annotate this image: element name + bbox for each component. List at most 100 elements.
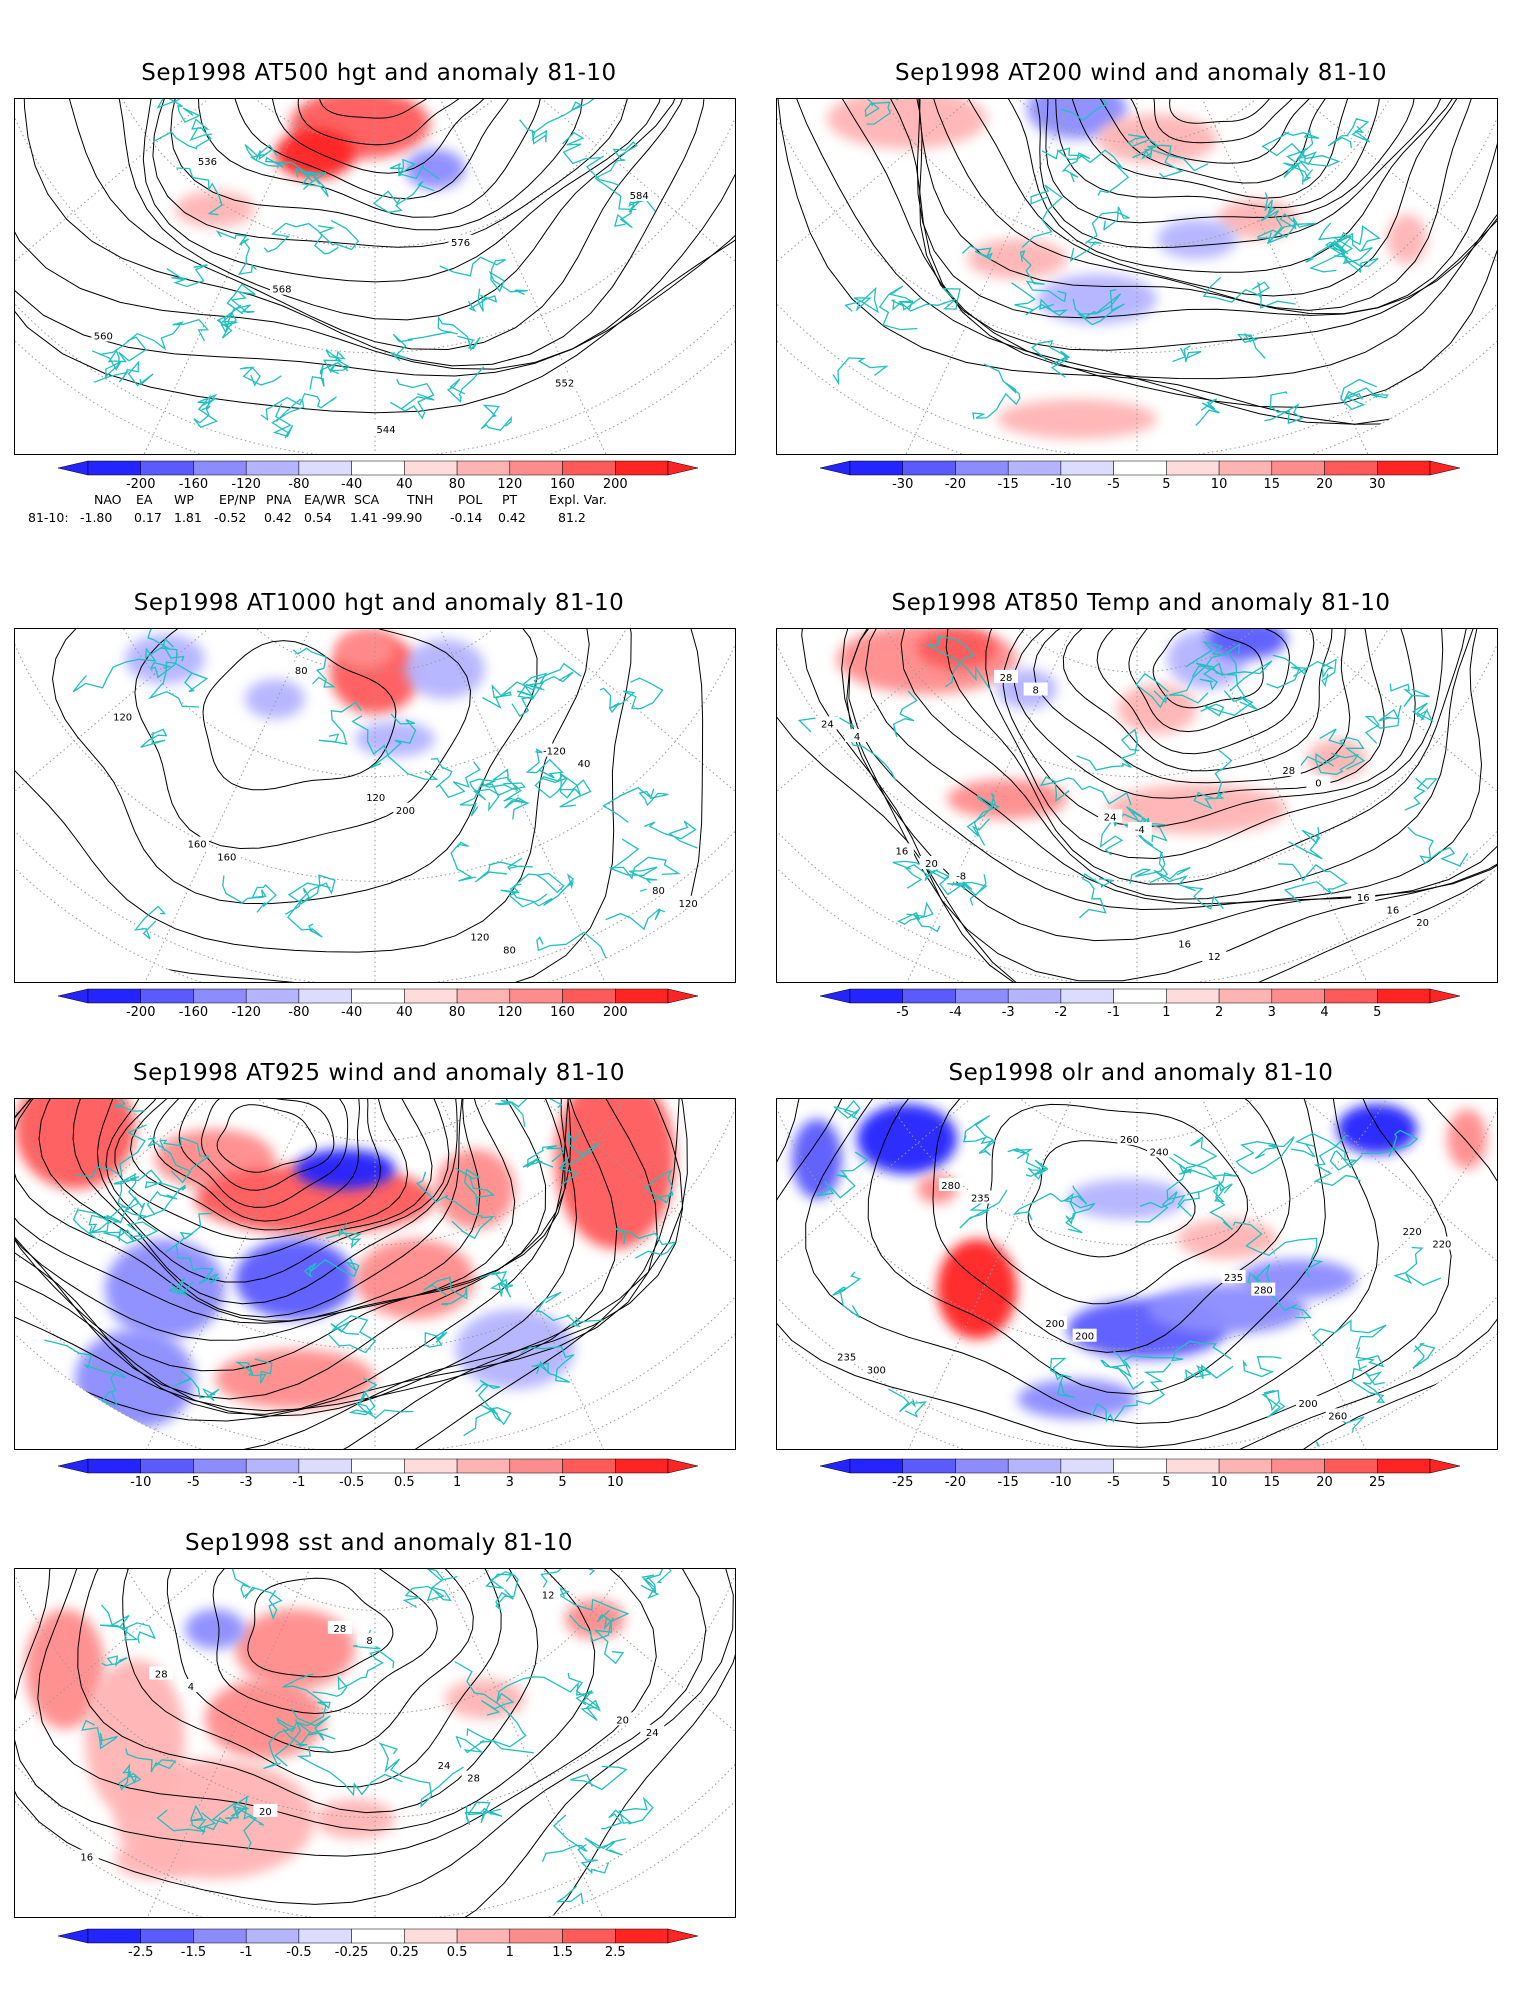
coastline [1313, 1134, 1361, 1187]
colorbar-swatch [1060, 988, 1114, 1004]
coastline [430, 758, 481, 799]
coastline [888, 1388, 928, 1418]
coastline [495, 1099, 563, 1127]
coastline [584, 1837, 627, 1856]
colorbar-arrow-left [57, 988, 89, 1004]
contour-line [15, 629, 632, 982]
contour-line [777, 1099, 1497, 1449]
contour-label: -120 [543, 747, 566, 758]
colorbar-swatch [509, 1928, 563, 1944]
coastline [534, 774, 582, 799]
colorbar-swatch [298, 1928, 352, 1944]
contour-line [15, 1099, 572, 1415]
colorbar-swatch [1271, 460, 1325, 476]
contour-line [15, 1099, 682, 1449]
coastline [1191, 662, 1224, 691]
anomaly-region [857, 1104, 957, 1174]
coastline [601, 1796, 654, 1830]
contour-line [226, 99, 519, 200]
contour-label: 28 [467, 1774, 480, 1785]
coastline [1257, 213, 1316, 245]
colorbar-tick-label: 10 [1210, 477, 1228, 492]
colorbar-swatch [87, 988, 141, 1004]
coastline [244, 1586, 283, 1620]
coastline [959, 1189, 1008, 1229]
coastline [372, 180, 435, 214]
anomaly-region [947, 779, 1067, 819]
colorbar-tick-label: -10 [1050, 477, 1072, 492]
coastline [322, 349, 351, 375]
coastline [113, 1169, 186, 1191]
coastline [239, 366, 282, 387]
colorbar-tick-label: -15 [997, 1475, 1019, 1490]
anomaly-region [105, 1239, 225, 1339]
coastline [351, 715, 439, 780]
coastline [517, 682, 545, 700]
contour-line [129, 1099, 381, 1231]
coastline [525, 748, 564, 779]
colorbar-tick-label: -200 [125, 1005, 156, 1020]
colorbar-tick-label: 40 [396, 477, 413, 492]
coastline [1283, 129, 1320, 185]
coastline [832, 1271, 862, 1319]
anomaly-region [405, 149, 465, 189]
colorbar-swatch [1007, 460, 1062, 476]
coastline [844, 286, 879, 314]
coastline [1200, 696, 1258, 717]
coastline [463, 1404, 512, 1437]
colorbar-tick-label: 0.25 [389, 1945, 419, 1960]
coastline [1193, 749, 1233, 810]
coastline [1078, 873, 1114, 919]
anomaly-region [937, 1239, 1017, 1339]
coastline [176, 1256, 220, 1285]
coastline [216, 304, 242, 339]
teleconnection-indices: NAO EA WP EP/NP PNA EA/WR SCA TNH POL PT Expl. Var… [14, 492, 734, 532]
contour-label: 24 [821, 719, 834, 730]
panel-at925-wind: Sep1998 AT925 wind and anomaly 81-10 -10-… [14, 1060, 744, 1500]
colorbar-swatch [298, 460, 352, 476]
colorbar-tick-label: 15 [1263, 1475, 1281, 1490]
colorbar-tick-label: -5 [896, 1005, 910, 1020]
contour-label: 12 [1208, 952, 1221, 963]
colorbar-swatch [404, 1928, 458, 1944]
colorbar-arrow-right [1429, 460, 1461, 476]
colorbar-tick-label: 120 [497, 477, 523, 492]
coastline [167, 1277, 194, 1297]
contour-label: 120 [470, 933, 489, 944]
colorbar-swatch [562, 1928, 616, 1944]
contour-label: -4 [1135, 825, 1145, 836]
coastline [479, 1270, 514, 1298]
colorbar-swatch [615, 460, 669, 476]
coastline [109, 1099, 146, 1112]
coastline [140, 728, 168, 748]
coastline [72, 637, 174, 693]
contour-label: 20 [616, 1715, 629, 1726]
colorbar-swatch [849, 1458, 903, 1474]
contour-line [1128, 629, 1290, 733]
colorbar-swatch [849, 988, 903, 1004]
colorbar-swatch [193, 460, 247, 476]
coastline [816, 1151, 869, 1199]
coastline [153, 118, 213, 150]
coastline [156, 99, 201, 124]
contour-line [15, 629, 590, 953]
coastline [402, 1569, 458, 1609]
coastline [538, 1569, 596, 1598]
anomaly-region [827, 99, 987, 149]
contour-label: 0 [1315, 779, 1321, 790]
coastline [593, 1609, 625, 1665]
coastline [972, 363, 1021, 420]
anomaly-region [235, 1239, 355, 1319]
colorbar-swatch [509, 460, 563, 476]
anomaly-region [1067, 1179, 1187, 1219]
colorbar-swatch [245, 460, 300, 476]
coastline [292, 647, 336, 688]
colorbar-swatch [902, 1458, 956, 1474]
colorbar-swatch [1166, 460, 1220, 476]
coastline [390, 331, 452, 362]
index-header: EA [136, 492, 153, 507]
coastline [1309, 243, 1379, 274]
contour-label: 24 [1104, 812, 1117, 823]
colorbar-tick-label: 25 [1368, 1475, 1386, 1490]
colorbar-arrow-right [1429, 1458, 1461, 1474]
